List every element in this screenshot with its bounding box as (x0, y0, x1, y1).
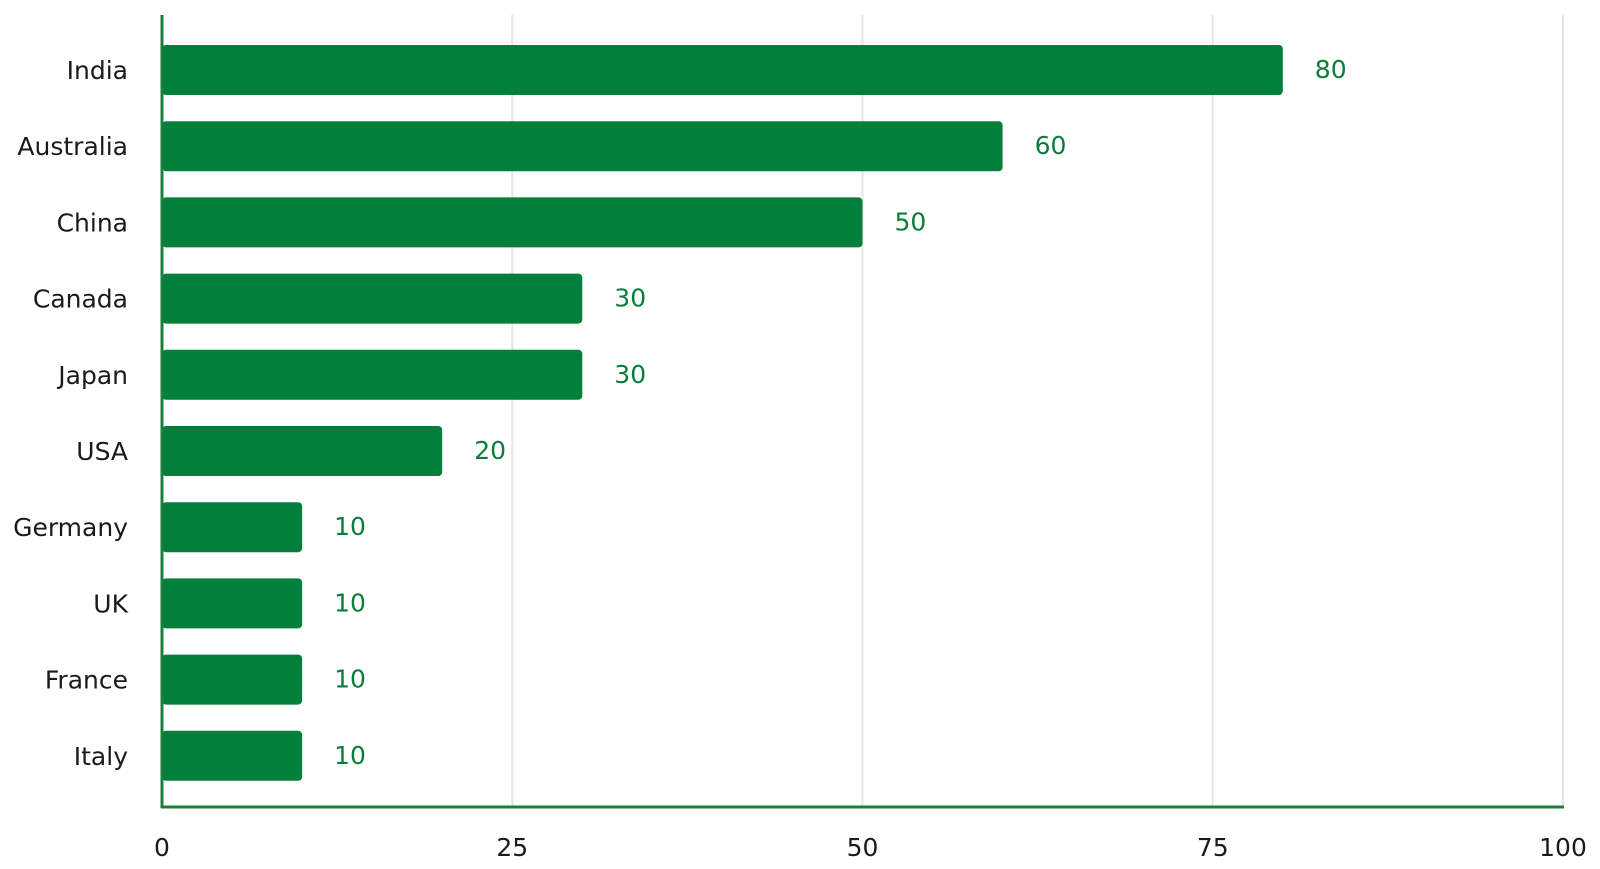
value-label-germany: 10 (334, 512, 366, 541)
category-label-germany: Germany (13, 513, 128, 542)
value-label-italy: 10 (334, 741, 366, 770)
x-tick-label-100: 100 (1539, 833, 1587, 862)
bar-uk (162, 578, 303, 629)
bar-australia (162, 121, 1003, 172)
value-label-japan: 30 (614, 360, 646, 389)
value-label-uk: 10 (334, 588, 366, 617)
value-label-china: 50 (895, 207, 927, 236)
bars (162, 45, 1283, 781)
labels: 80 India 60 Australia 50 China 30 Canada 30 Japan… (13, 55, 1587, 862)
bar-italy (162, 730, 303, 781)
x-tick-label-0: 0 (154, 833, 170, 862)
bar-germany (162, 502, 303, 553)
category-label-canada: Canada (33, 285, 128, 314)
category-label-france: France (45, 666, 128, 695)
value-label-usa: 20 (474, 436, 506, 465)
x-tick-label-50: 50 (847, 833, 879, 862)
x-tick-label-75: 75 (1197, 833, 1229, 862)
value-label-canada: 30 (614, 284, 646, 313)
category-label-italy: Italy (74, 742, 128, 771)
category-label-india: India (67, 56, 128, 85)
category-label-usa: USA (76, 437, 128, 466)
bar-canada (162, 273, 583, 324)
x-tick-label-25: 25 (496, 833, 528, 862)
bar-usa (162, 426, 443, 476)
value-label-australia: 60 (1035, 131, 1067, 160)
value-label-france: 10 (334, 665, 366, 694)
value-label-india: 80 (1315, 55, 1347, 84)
bar-france (162, 654, 303, 705)
axes (160, 15, 1564, 809)
bar-china (162, 197, 863, 248)
category-label-uk: UK (93, 589, 128, 618)
category-label-china: China (57, 208, 128, 237)
category-label-japan: Japan (56, 361, 128, 390)
category-label-australia: Australia (17, 132, 128, 161)
bar-japan (162, 349, 583, 400)
bar-india (162, 45, 1283, 95)
